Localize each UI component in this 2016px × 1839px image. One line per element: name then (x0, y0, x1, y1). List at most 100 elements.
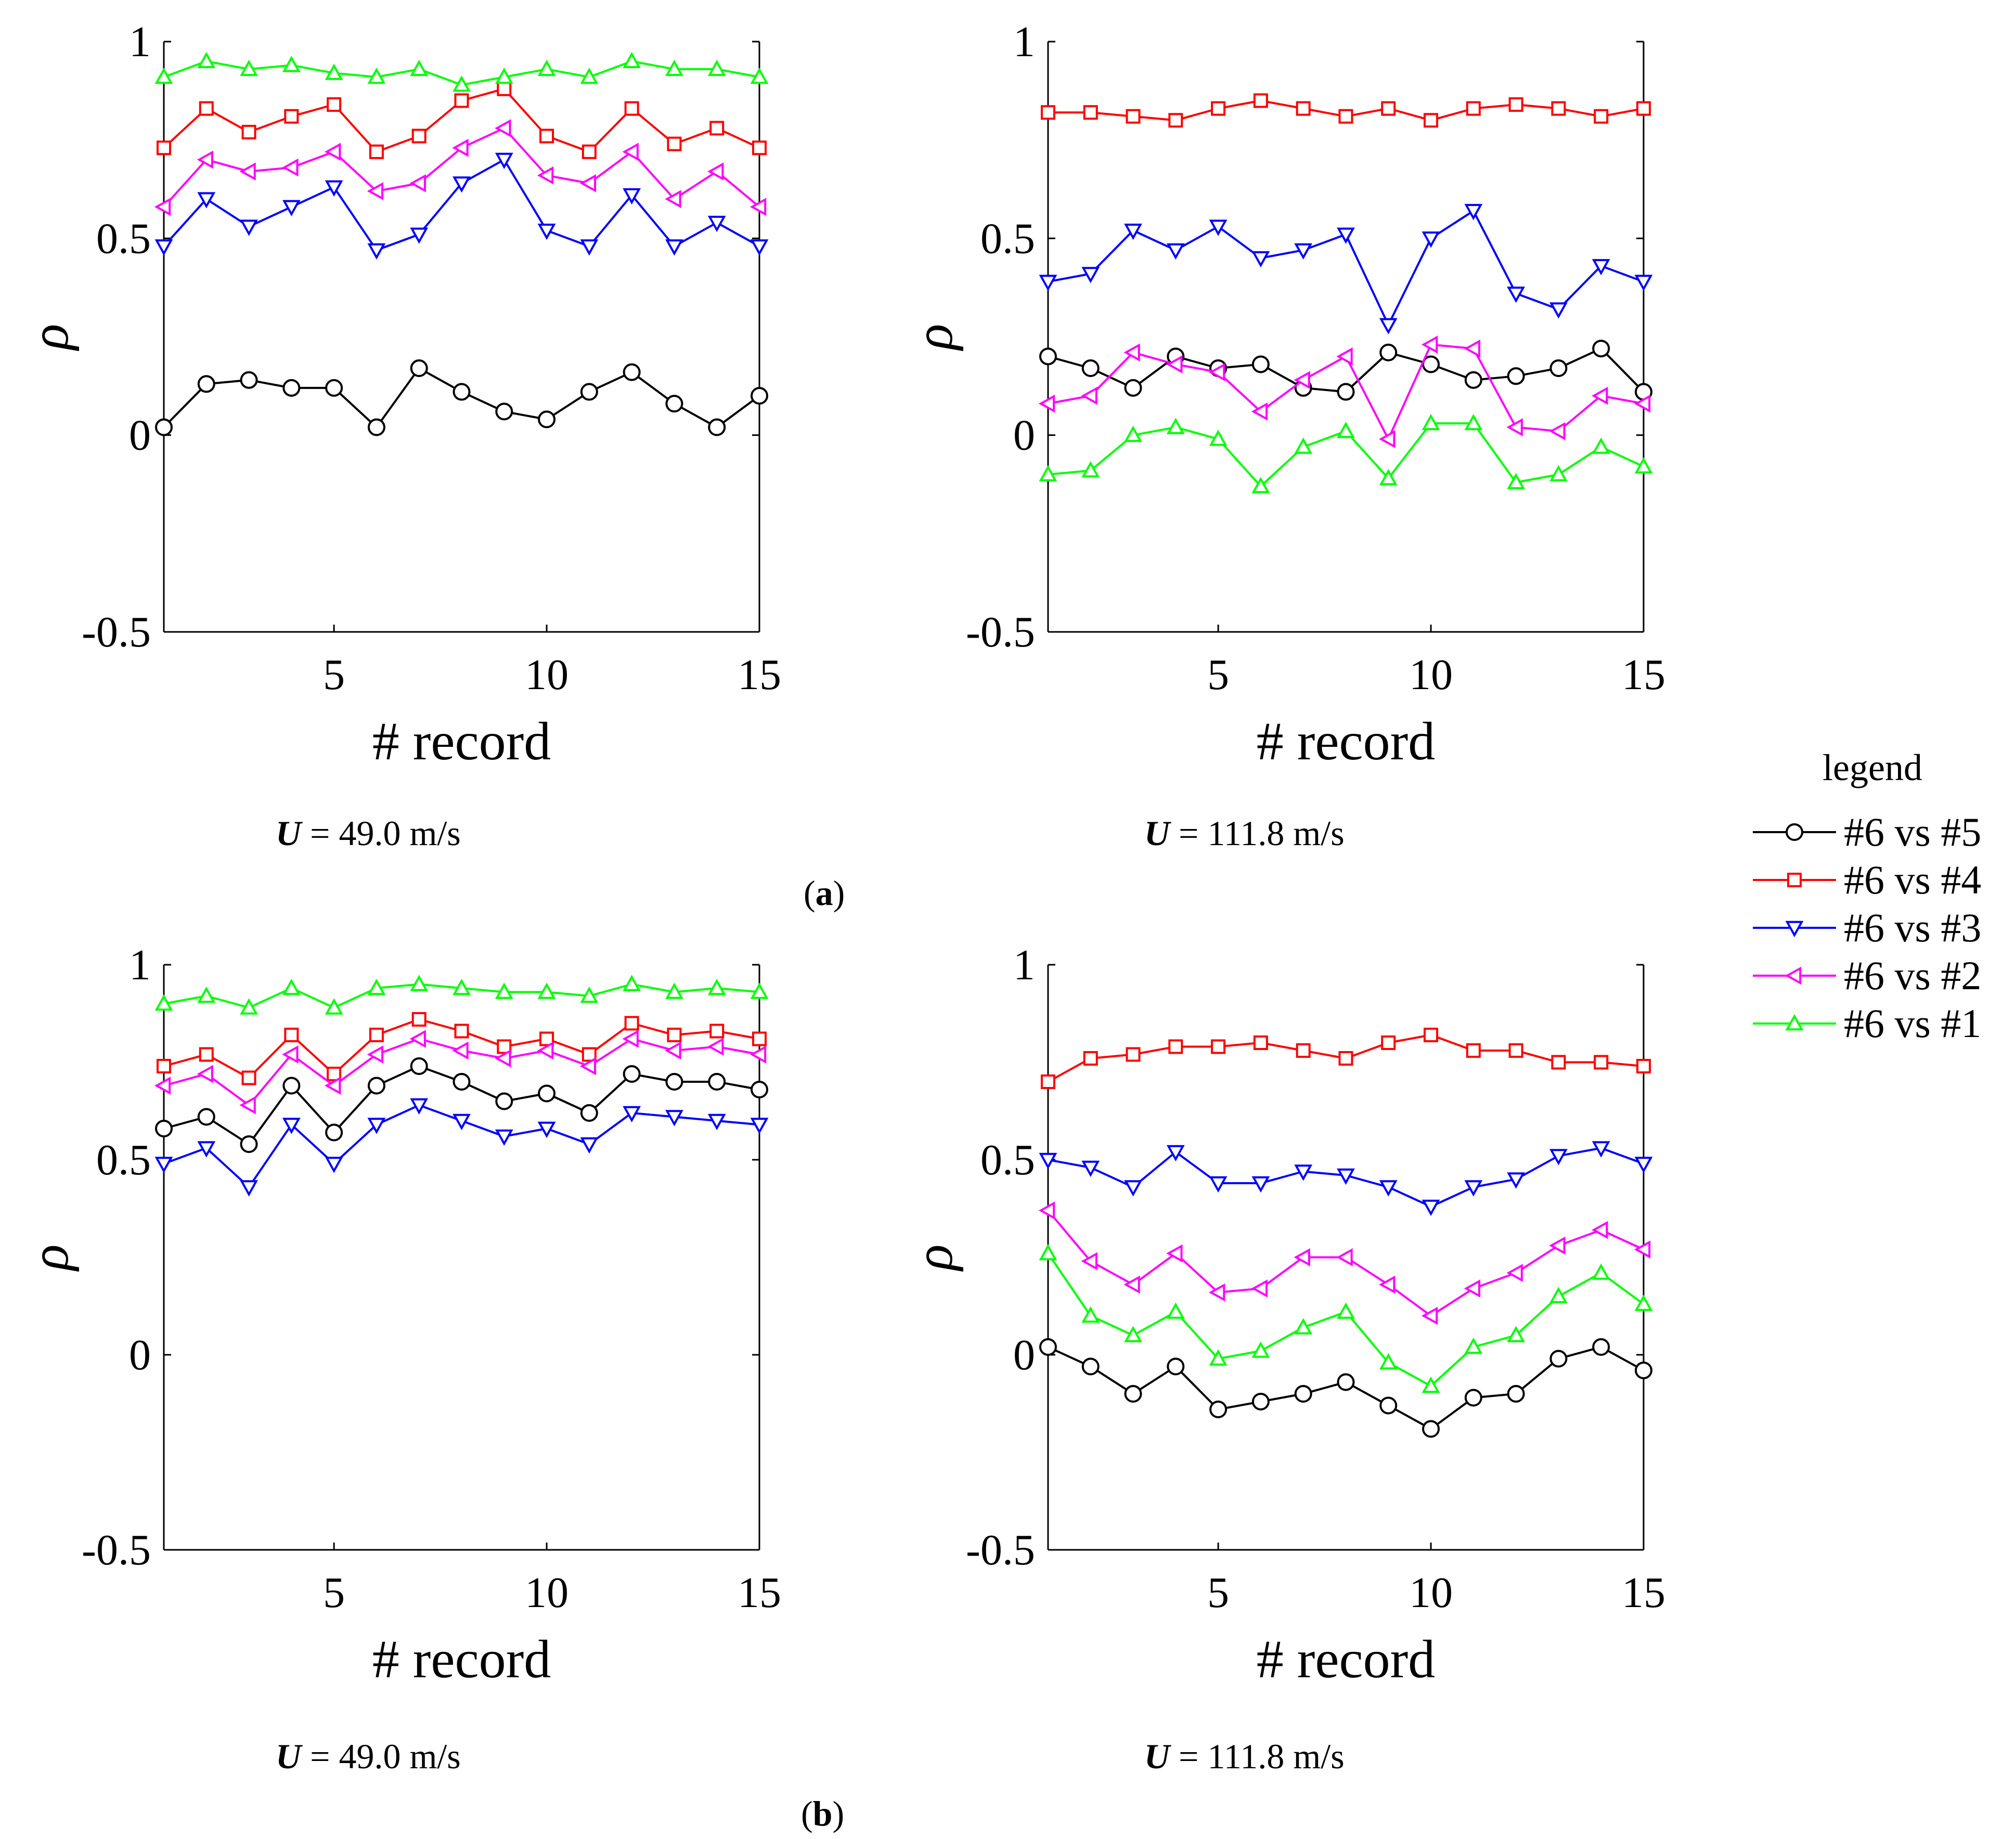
data-point (1549, 465, 1568, 482)
data-point (1424, 1028, 1439, 1042)
series-6-2 (154, 119, 767, 216)
data-point (1126, 1047, 1141, 1062)
data-point (495, 152, 513, 170)
caption-b-right: U = 111.8 m/s (1144, 1737, 1345, 1776)
data-point (409, 174, 426, 192)
data-point (1209, 1349, 1227, 1366)
data-point (1464, 339, 1481, 358)
data-point (1251, 1176, 1270, 1193)
data-point (1211, 101, 1226, 116)
data-point (1551, 101, 1566, 116)
data-point (1081, 267, 1100, 283)
data-point (1592, 437, 1610, 454)
legend-marker (1787, 873, 1802, 887)
y-tick-label: 0.5 (980, 214, 1035, 263)
panel-label-b: (b) (801, 1794, 844, 1833)
data-point (495, 1092, 513, 1110)
data-point (241, 125, 256, 140)
data-point (1634, 1240, 1651, 1259)
data-point (157, 140, 171, 156)
data-point (1592, 1263, 1610, 1280)
data-point (709, 1024, 725, 1039)
legend-item: #6 vs #3 (1753, 905, 1981, 950)
data-point (749, 198, 767, 216)
data-point (1508, 97, 1523, 112)
data-point (1168, 113, 1183, 128)
data-point (411, 128, 427, 144)
data-point (539, 128, 554, 144)
data-point (155, 1120, 173, 1137)
legend-item: #6 vs #5 (1753, 809, 1981, 854)
data-point (325, 1123, 343, 1142)
data-point (1379, 318, 1398, 334)
data-point (1039, 465, 1057, 482)
data-point (453, 978, 471, 995)
data-point (750, 982, 769, 999)
series-6-1 (154, 975, 769, 1015)
data-point (579, 174, 597, 192)
data-point (410, 359, 428, 378)
data-point (752, 140, 767, 156)
data-point (1549, 1350, 1568, 1368)
data-point (282, 200, 301, 216)
series-6-2 (1038, 335, 1651, 448)
data-point (1592, 1338, 1610, 1356)
data-point (1166, 1145, 1185, 1162)
data-point (1635, 1362, 1652, 1379)
data-point (1634, 457, 1653, 474)
data-point (367, 182, 384, 200)
data-point (154, 239, 173, 256)
data-point (1211, 1039, 1226, 1054)
data-point (1253, 93, 1268, 108)
data-point (1083, 105, 1098, 120)
data-point (707, 162, 724, 181)
data-point (1251, 355, 1270, 373)
data-point (750, 1118, 769, 1134)
data-point (1422, 1420, 1440, 1438)
data-point (1506, 418, 1523, 436)
data-point (1507, 1385, 1525, 1403)
legend-label: #6 vs #2 (1844, 953, 1981, 998)
data-point (1083, 1051, 1098, 1066)
data-point (1466, 101, 1481, 116)
data-point (1421, 231, 1440, 248)
data-point (1081, 1357, 1100, 1376)
data-point (367, 978, 386, 995)
legend-marker (1785, 921, 1804, 938)
data-point (284, 1028, 299, 1042)
series-6-1 (1039, 413, 1653, 494)
data-point (282, 56, 301, 72)
data-point (495, 982, 513, 999)
data-point (1549, 302, 1568, 319)
y-tick-label: 0.5 (96, 1136, 151, 1184)
caption-a-left: U = 49.0 m/s (276, 813, 461, 853)
data-point (240, 1180, 258, 1197)
data-point (1081, 359, 1100, 378)
data-point (495, 1049, 511, 1068)
data-point (1549, 1236, 1566, 1255)
data-point (1421, 1376, 1440, 1393)
data-point (1508, 1043, 1523, 1058)
data-point (495, 67, 513, 84)
y-axis-label: ρ (904, 1245, 964, 1272)
data-point (707, 1113, 726, 1131)
data-point (284, 109, 299, 124)
data-point (1166, 243, 1185, 260)
data-point (199, 1047, 214, 1062)
data-point (537, 166, 554, 185)
data-point (197, 1141, 216, 1158)
data-point (1507, 287, 1526, 303)
y-tick-label: -0.5 (82, 1526, 151, 1574)
data-point (1124, 224, 1142, 240)
data-point (1336, 1248, 1353, 1266)
data-point (369, 144, 384, 159)
data-point (1166, 355, 1183, 373)
data-point (665, 1041, 681, 1060)
data-point (622, 1030, 639, 1048)
data-point (1039, 1244, 1057, 1261)
data-point (1294, 243, 1313, 260)
data-point (1039, 275, 1057, 291)
data-point (282, 1045, 299, 1064)
data-point (537, 1041, 554, 1060)
